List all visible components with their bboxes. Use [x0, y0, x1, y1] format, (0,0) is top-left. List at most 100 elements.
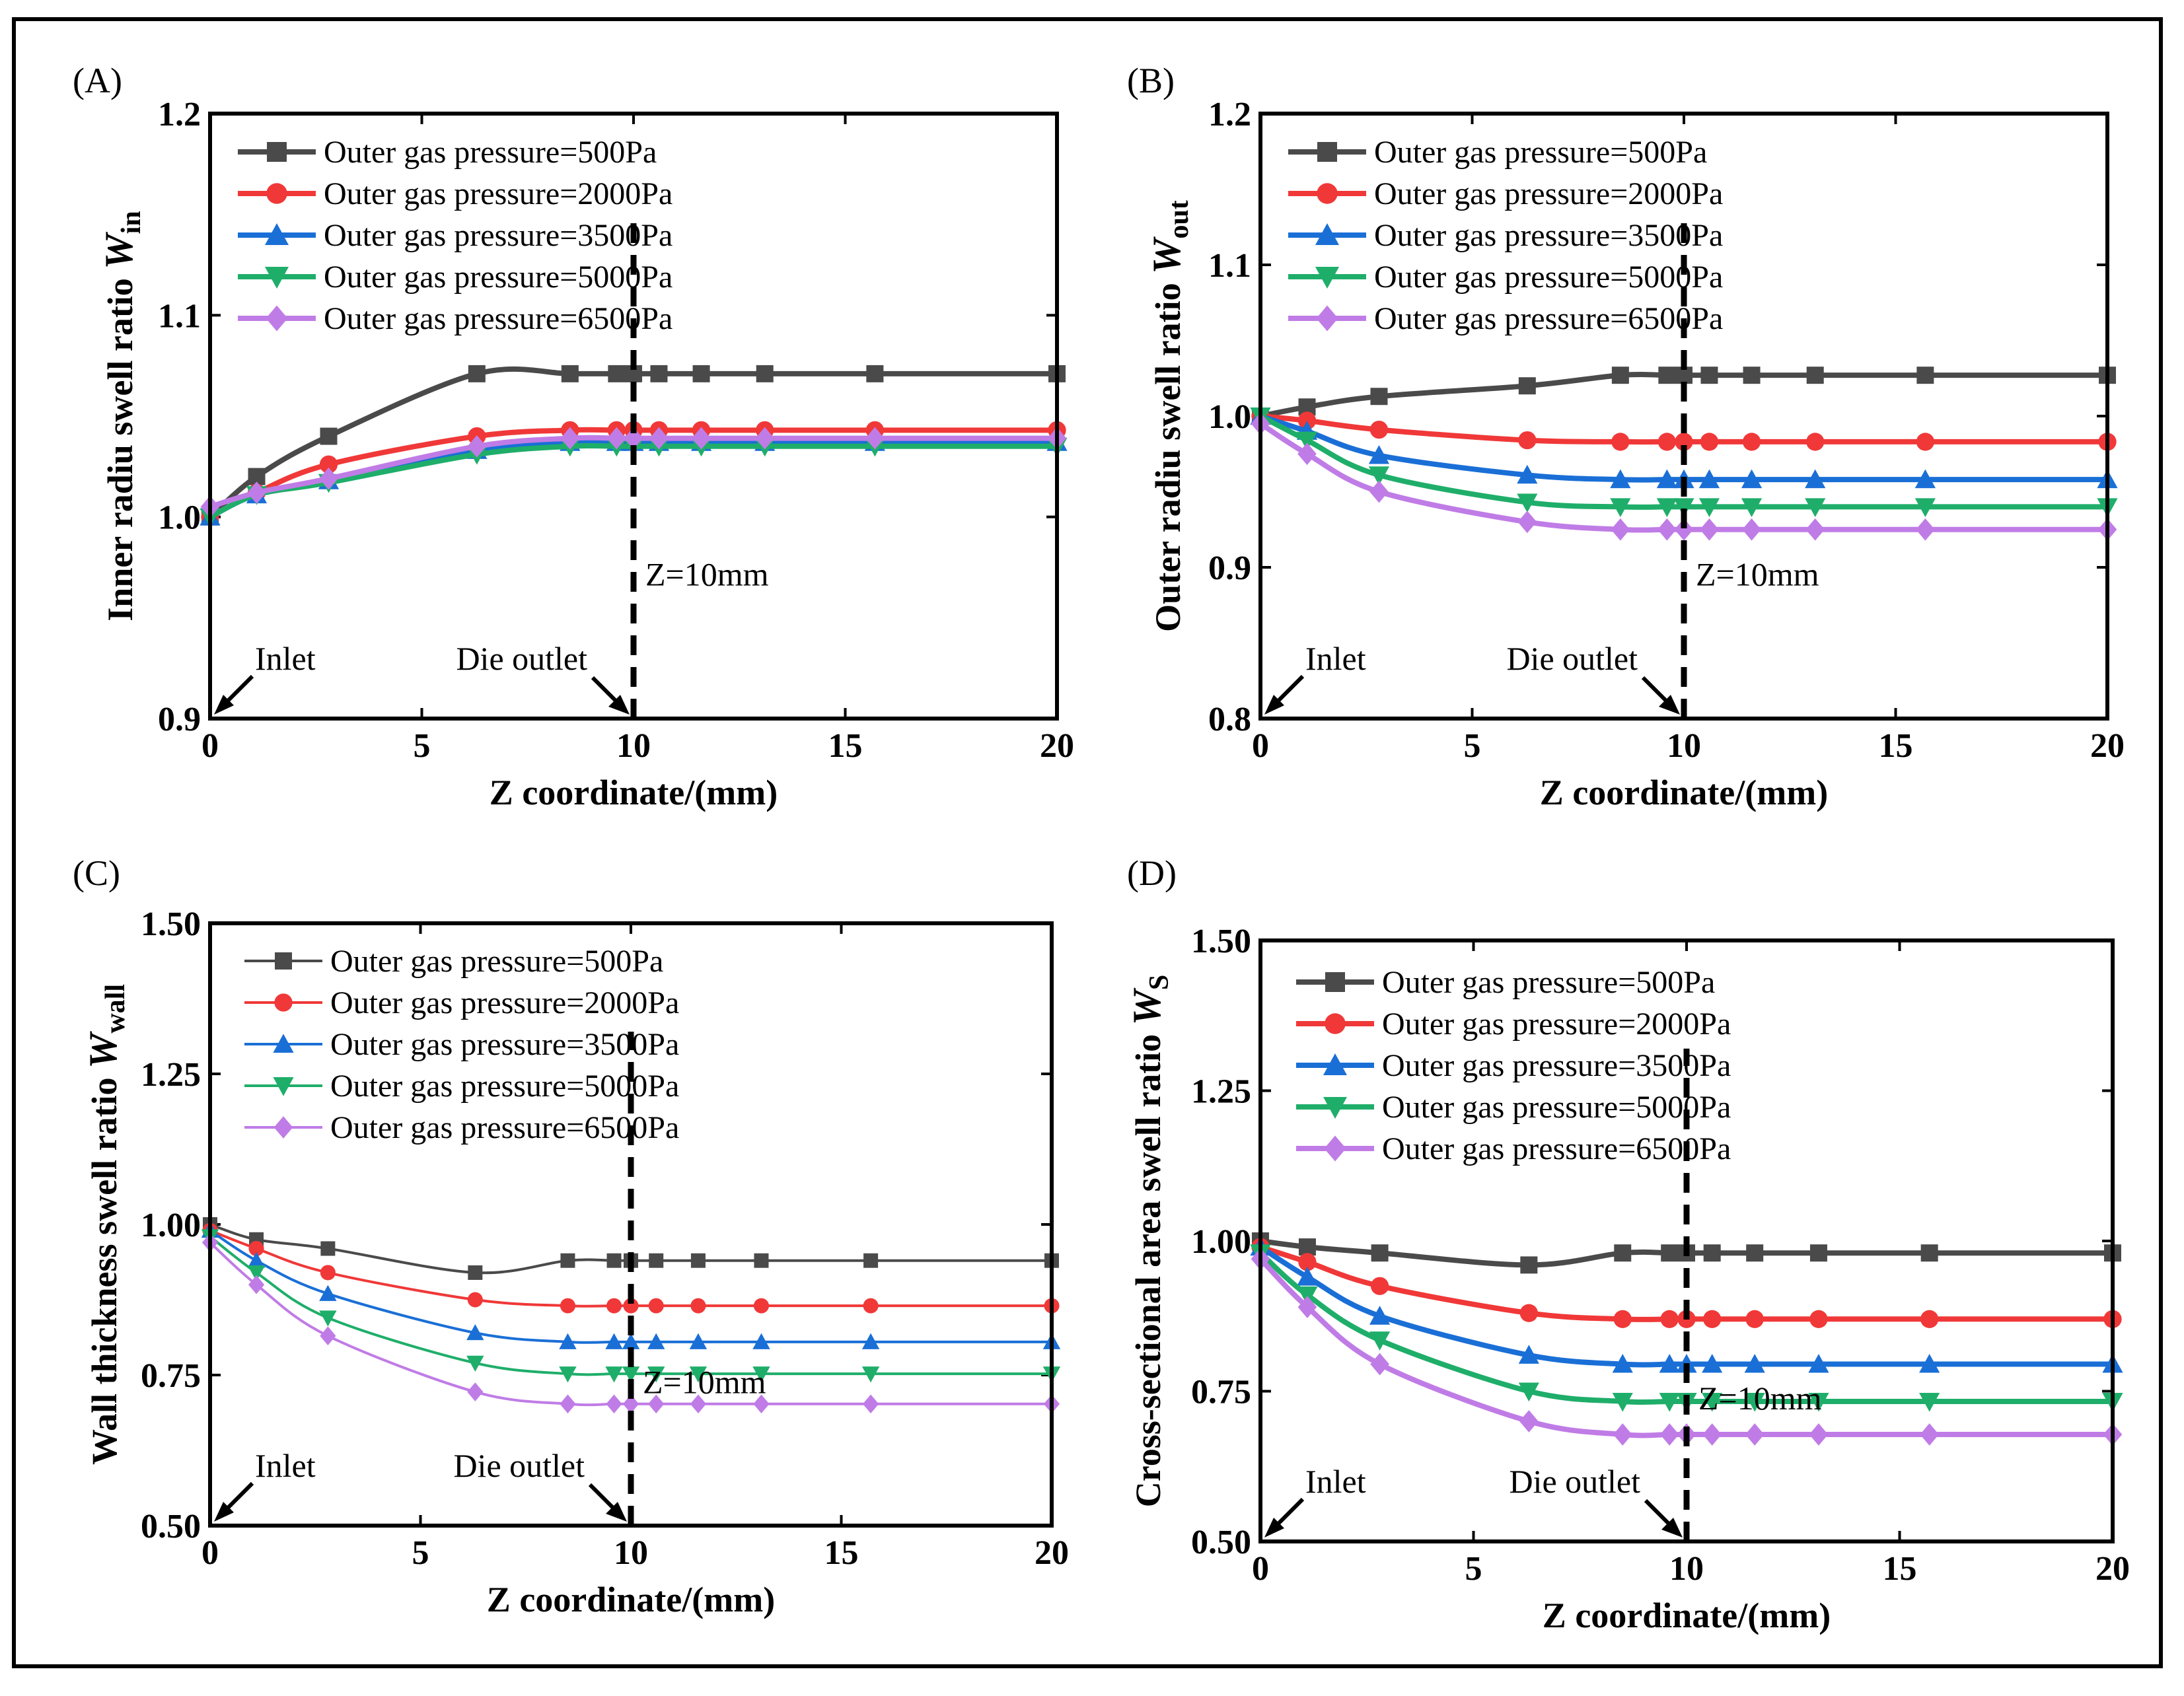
data-point: [1744, 1392, 1765, 1412]
data-point: [1916, 433, 1935, 451]
legend-label: Outer gas pressure=6500Pa: [1382, 1131, 1731, 1166]
x-tick-label: 10: [1669, 1550, 1704, 1588]
plot-frame: [1258, 938, 2115, 1543]
data-point: [623, 1298, 639, 1314]
data-point: [1809, 1423, 1829, 1446]
data-point: [1698, 469, 1720, 489]
x-tick-label: 5: [1465, 1550, 1482, 1588]
x-tick-label: 0: [1252, 1550, 1269, 1588]
x-tick-label: 0: [201, 727, 219, 765]
chart-panel-4: (D) 0 5 10 15 20 0.50 0.75 1.00 1.25 1.50 Z coordin…: [1125, 853, 2130, 1635]
data-point: [1660, 1310, 1679, 1328]
inlet-label: Inlet: [255, 640, 316, 677]
legend-label: Outer gas pressure=2000Pa: [330, 985, 679, 1020]
plot-frame: [208, 112, 1059, 721]
data-point: [247, 1252, 266, 1268]
legend-marker: [1325, 972, 1345, 992]
data-point: [1610, 469, 1631, 489]
x-axis-title: Z coordinate/(mm): [1543, 1596, 1831, 1635]
inlet-arrowhead: [1264, 1518, 1284, 1537]
data-point: [320, 1326, 336, 1346]
data-point: [1743, 367, 1761, 384]
data-point: [248, 1275, 265, 1294]
legend-marker: [1325, 1013, 1346, 1034]
series-line: [209, 1235, 1052, 1376]
legend-label: Outer gas pressure=500Pa: [1374, 135, 1707, 170]
legend-marker: [1324, 1135, 1346, 1162]
z-label: Z=10mm: [643, 1363, 766, 1400]
x-tick-label: 20: [1040, 727, 1074, 765]
data-point: [1698, 498, 1720, 517]
y-tick-label: 1.1: [1208, 247, 1251, 285]
x-tick-label: 5: [414, 727, 431, 765]
data-point: [1370, 1277, 1389, 1295]
legend-label: Outer gas pressure=3500Pa: [330, 1027, 679, 1062]
y-tick-label: 0.75: [141, 1357, 201, 1395]
data-point: [1702, 1392, 1723, 1412]
data-point: [1914, 498, 1936, 517]
inlet-label: Inlet: [1305, 640, 1366, 677]
data-point: [1520, 1256, 1538, 1274]
data-point: [1744, 1353, 1765, 1373]
data-point: [1298, 1238, 1316, 1256]
legend-label: Outer gas pressure=500Pa: [324, 135, 657, 170]
data-point: [1916, 367, 1934, 384]
data-point: [1700, 433, 1719, 451]
data-point: [1806, 367, 1824, 384]
y-axis-title: Inner radiu swell ratio Win: [97, 211, 147, 621]
x-tick-label: 20: [2095, 1550, 2130, 1588]
data-point: [1741, 469, 1763, 489]
data-point: [690, 1298, 706, 1314]
data-point: [622, 1333, 640, 1349]
data-point: [320, 1241, 336, 1256]
data-point: [1808, 1353, 1829, 1373]
data-point: [861, 1366, 880, 1383]
legend-marker: [273, 1116, 293, 1139]
legend-label: Outer gas pressure=500Pa: [330, 944, 663, 979]
data-point: [1297, 411, 1317, 430]
x-tick-label: 15: [1883, 1550, 1917, 1588]
data-point: [756, 365, 774, 382]
legend-marker: [273, 1034, 294, 1053]
data-point: [1808, 1392, 1829, 1412]
data-point: [319, 1310, 337, 1327]
data-point: [1805, 498, 1826, 517]
y-tick-label: 1.25: [141, 1056, 201, 1094]
data-point: [1742, 433, 1761, 451]
data-point: [1297, 1267, 1318, 1286]
legend-marker: [1323, 1053, 1347, 1075]
legend-marker: [274, 993, 293, 1012]
inlet-label: Inlet: [1305, 1463, 1366, 1500]
data-point: [1809, 1310, 1828, 1328]
data-point: [319, 1285, 337, 1301]
data-point: [1518, 377, 1536, 395]
legend-marker: [273, 1077, 294, 1096]
data-point: [608, 365, 626, 382]
data-point: [1742, 518, 1761, 541]
y-tick-label: 1.2: [1208, 96, 1251, 133]
data-point: [752, 1366, 770, 1383]
data-point: [320, 427, 338, 445]
data-point: [606, 1394, 622, 1414]
die-outlet-label: Die outlet: [456, 640, 587, 677]
series-line: [1258, 1244, 2113, 1368]
data-point: [648, 1394, 665, 1414]
y-tick-label: 1.25: [1191, 1073, 1251, 1111]
data-point: [1700, 518, 1719, 541]
data-point: [1298, 1253, 1317, 1271]
data-point: [467, 435, 487, 458]
x-axis-title: Z coordinate/(mm): [487, 1580, 775, 1619]
data-point: [468, 365, 486, 382]
x-axis-title: Z coordinate/(mm): [490, 773, 778, 812]
data-point: [647, 1333, 665, 1349]
y-tick-label: 1.0: [158, 499, 201, 537]
data-point: [560, 1394, 576, 1414]
y-tick-label: 0.9: [158, 701, 201, 738]
data-point: [1519, 1410, 1539, 1432]
data-point: [1656, 469, 1677, 489]
legend-marker: [265, 223, 289, 245]
y-axis-title: Wall thickness swell ratio Wwall: [81, 984, 131, 1465]
legend-label: Outer gas pressure=3500Pa: [1374, 218, 1723, 253]
data-point: [1614, 1244, 1632, 1262]
